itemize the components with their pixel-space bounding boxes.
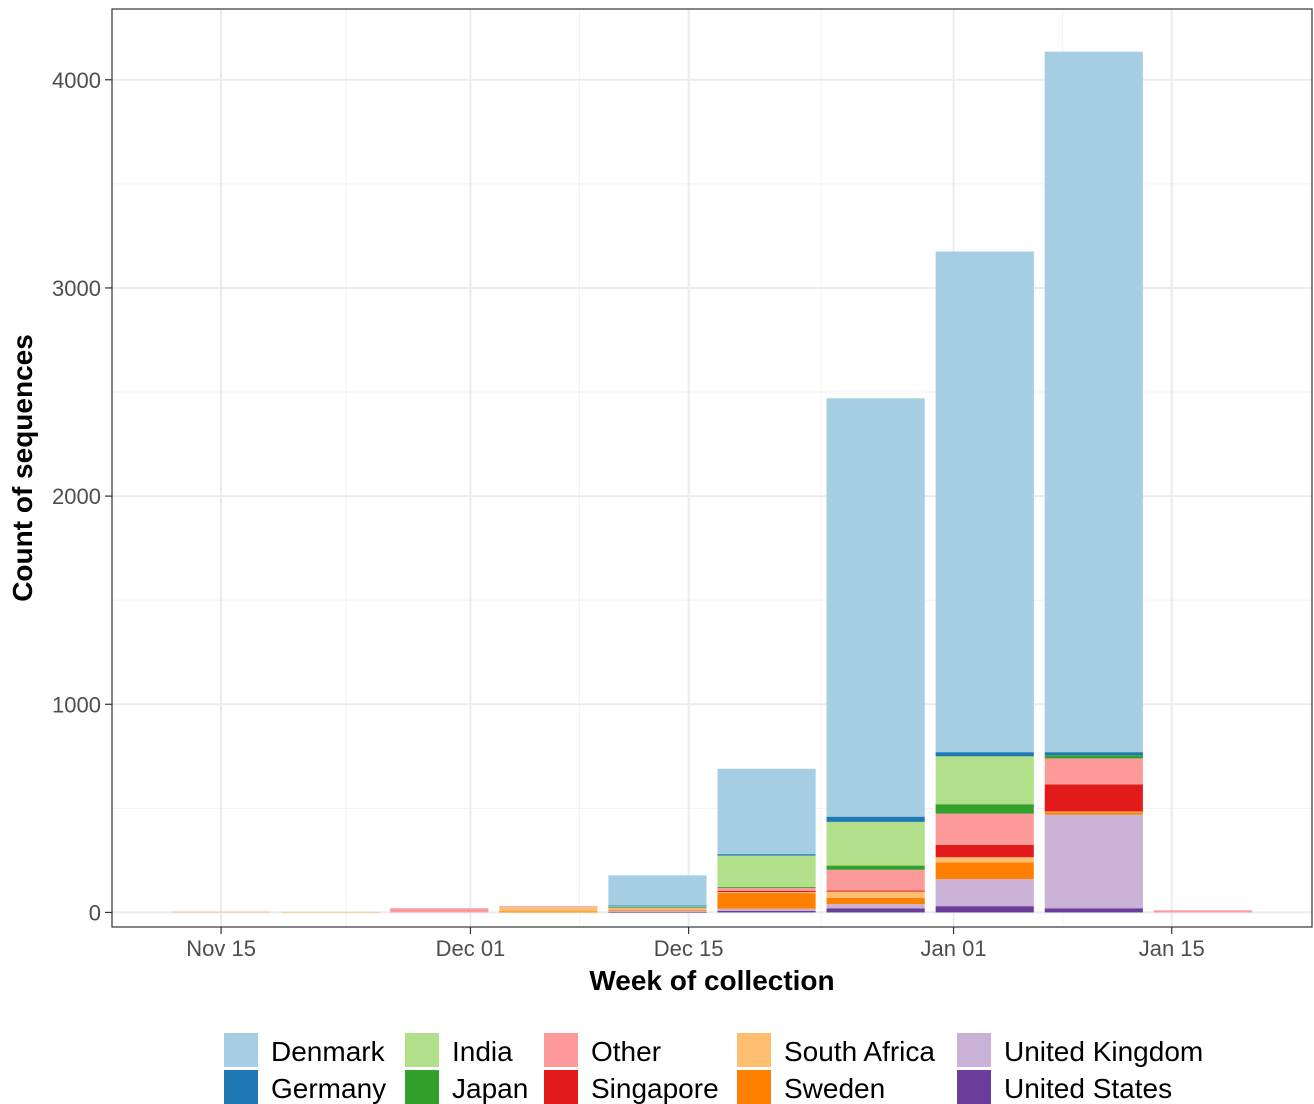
bar-segment xyxy=(935,844,1034,858)
bar-segment xyxy=(717,908,816,911)
legend-key xyxy=(544,1033,578,1067)
legend-key xyxy=(224,1070,258,1104)
x-tick-label: Dec 15 xyxy=(654,936,724,961)
bar-segment xyxy=(281,911,380,913)
bar-segment xyxy=(1044,812,1143,815)
legend-label: United States xyxy=(1004,1073,1172,1104)
bar-segment xyxy=(826,865,925,870)
bar-segment xyxy=(608,911,707,913)
x-tick-label: Jan 01 xyxy=(921,936,987,961)
bar-segment xyxy=(826,908,925,913)
legend-key xyxy=(405,1033,439,1067)
y-tick-label: 3000 xyxy=(52,276,101,301)
bar-segment xyxy=(1044,51,1143,753)
x-tick-label: Jan 15 xyxy=(1139,936,1205,961)
bar-segment xyxy=(826,821,925,866)
legend-label: South Africa xyxy=(784,1036,935,1067)
bar-segment xyxy=(826,891,925,898)
legend-label: Japan xyxy=(452,1073,528,1104)
bar-segment xyxy=(826,398,925,817)
x-tick-label: Nov 15 xyxy=(186,936,256,961)
bar-segment xyxy=(717,887,816,891)
bar-segment xyxy=(499,911,598,913)
bar-segment xyxy=(935,752,1034,757)
bar-segment xyxy=(935,813,1034,845)
bar-segment xyxy=(826,897,925,905)
legend-label: Sweden xyxy=(784,1073,885,1104)
legend-label: India xyxy=(452,1036,513,1067)
panel-border xyxy=(111,8,1313,928)
bar-segment xyxy=(608,905,707,907)
bar-segment xyxy=(1044,811,1143,813)
legend-label: Denmark xyxy=(271,1036,386,1067)
bar-segment xyxy=(1044,758,1143,785)
bar-segment xyxy=(1044,908,1143,913)
bar-segment xyxy=(1153,910,1252,913)
legend-key xyxy=(544,1070,578,1104)
bar-segment xyxy=(935,862,1034,880)
bar-segment xyxy=(717,855,816,887)
bar-segment xyxy=(499,907,598,912)
bar-segment xyxy=(717,892,816,894)
x-tick-label: Dec 01 xyxy=(436,936,506,961)
bar-segment xyxy=(172,911,271,913)
bar-segment xyxy=(717,890,816,893)
legend-key xyxy=(737,1033,771,1067)
bar-segment xyxy=(1044,784,1143,812)
bar-segment xyxy=(935,879,1034,907)
bar-segment xyxy=(1044,814,1143,909)
bar-segment xyxy=(608,907,707,909)
bar-segment xyxy=(826,904,925,909)
bar-segment xyxy=(935,756,1034,805)
legend-label: United Kingdom xyxy=(1004,1036,1203,1067)
legend-key xyxy=(224,1033,258,1067)
bar-segment xyxy=(826,816,925,822)
bar-segment xyxy=(826,890,925,892)
bar-segment xyxy=(717,910,816,913)
y-axis: 0 1000 2000 3000 4000 xyxy=(52,68,112,925)
x-axis-title: Week of collection xyxy=(589,965,834,996)
bars xyxy=(172,51,1252,913)
bar-segment xyxy=(935,857,1034,863)
y-tick-label: 0 xyxy=(89,900,101,925)
bar-segment xyxy=(717,893,816,909)
bar-segment xyxy=(717,886,816,888)
bar-segment xyxy=(608,875,707,906)
bar-segment xyxy=(608,906,707,908)
x-axis: Nov 15 Dec 01 Dec 15 Jan 01 Jan 15 xyxy=(186,927,1205,961)
bar-segment xyxy=(935,906,1034,913)
bar-segment xyxy=(608,910,707,912)
bar-segment xyxy=(1044,755,1143,759)
bar-segment xyxy=(608,907,707,909)
y-axis-title: Count of sequences xyxy=(7,334,38,602)
legend-label: Other xyxy=(591,1036,661,1067)
y-tick-label: 2000 xyxy=(52,484,101,509)
legend-key xyxy=(737,1070,771,1104)
legend: Denmark Germany India Japan Other Singapore So… xyxy=(224,1033,1203,1104)
bar-segment xyxy=(608,908,707,910)
bar-segment xyxy=(935,804,1034,814)
bar-segment xyxy=(499,906,598,908)
y-tick-label: 4000 xyxy=(52,68,101,93)
legend-key xyxy=(957,1070,991,1104)
bar-segment xyxy=(1044,752,1143,756)
bar-segment xyxy=(608,909,707,911)
legend-key xyxy=(405,1070,439,1104)
legend-label: Germany xyxy=(271,1073,386,1104)
y-tick-label: 1000 xyxy=(52,692,101,717)
bar-segment xyxy=(717,768,816,855)
bar-segment xyxy=(717,854,816,856)
bar-segment xyxy=(390,908,489,913)
legend-key xyxy=(957,1033,991,1067)
bar-segment xyxy=(935,251,1034,753)
legend-label: Singapore xyxy=(591,1073,719,1104)
bar-segment xyxy=(826,869,925,891)
